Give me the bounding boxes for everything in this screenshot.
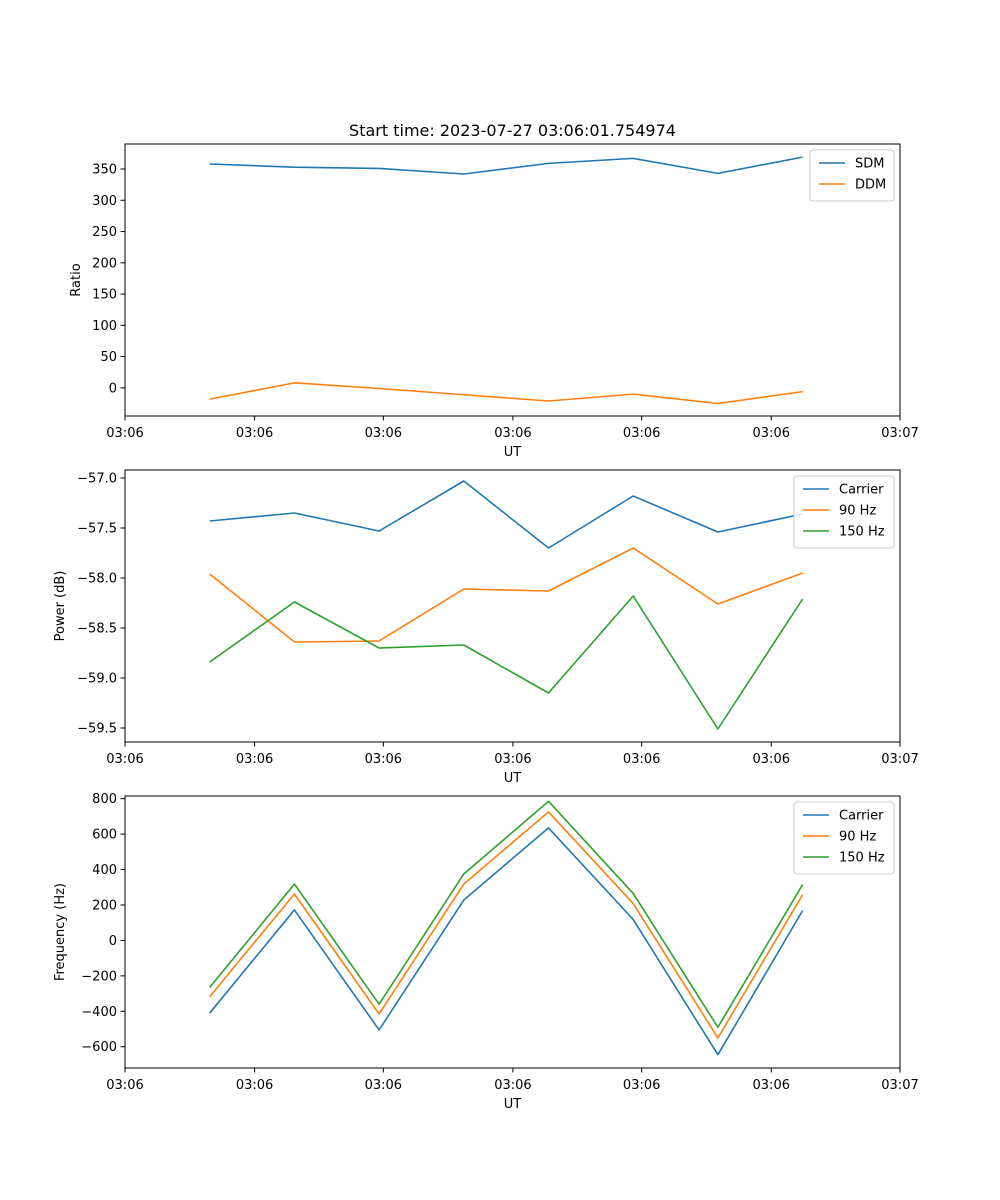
legend-label-sdm: SDM xyxy=(855,157,884,172)
x-tick-label: 03:06 xyxy=(365,1078,402,1093)
series-line-carrier xyxy=(209,480,803,549)
y-tick-label: −59.5 xyxy=(77,722,117,737)
legend: Carrier 90 Hz 150 Hz xyxy=(793,801,895,875)
y-tick-label: −57.5 xyxy=(77,522,117,537)
y-tick-label: 150 xyxy=(92,288,117,303)
axes-frame xyxy=(124,143,901,417)
legend-label-ddm: DDM xyxy=(855,178,886,193)
y-tick-label: −400 xyxy=(81,1005,117,1020)
x-tick-label: 03:06 xyxy=(106,752,143,767)
legend-label-150-hz: 150 Hz xyxy=(839,525,885,540)
x-tick-label: 03:06 xyxy=(623,752,660,767)
y-axis-label: Frequency (Hz) xyxy=(53,883,68,981)
series-line-90-hz xyxy=(209,547,803,643)
y-tick-label: 800 xyxy=(92,792,117,807)
y-tick-label: 200 xyxy=(92,898,117,913)
x-tick-label: 03:06 xyxy=(236,426,273,441)
x-axis-label: UT xyxy=(504,445,522,460)
x-axis-ticks: 03:06 03:06 03:06 03:06 03:06 03:06 03:07 xyxy=(106,1068,919,1093)
x-tick-label: 03:07 xyxy=(881,752,918,767)
legend-box xyxy=(793,801,895,875)
series-lines xyxy=(209,480,804,730)
y-axis-label: Power (dB) xyxy=(53,571,68,642)
y-tick-label: 600 xyxy=(92,828,117,843)
y-tick-label: 0 xyxy=(109,934,117,949)
legend-label-carrier: Carrier xyxy=(839,809,884,824)
x-tick-label: 03:06 xyxy=(753,752,790,767)
x-tick-label: 03:06 xyxy=(236,1078,273,1093)
legend: SDM DDM xyxy=(809,149,895,202)
axes-frame xyxy=(124,469,901,743)
y-tick-label: −200 xyxy=(81,969,117,984)
chart-2: 03:06 03:06 03:06 03:06 03:06 03:06 03:07 −59.5… xyxy=(53,469,919,786)
series-line-150-hz xyxy=(209,800,804,1029)
y-tick-label: 50 xyxy=(100,350,117,365)
y-tick-label: −58.0 xyxy=(77,572,117,587)
axes-frame xyxy=(124,795,901,1069)
y-tick-label: −600 xyxy=(81,1040,117,1055)
x-axis-label: UT xyxy=(504,1097,522,1112)
y-axis-label: Ratio xyxy=(69,263,84,296)
x-tick-label: 03:06 xyxy=(494,426,531,441)
series-line-ddm xyxy=(209,382,803,405)
x-tick-label: 03:06 xyxy=(753,1078,790,1093)
series-line-sdm xyxy=(209,156,803,175)
x-tick-label: 03:07 xyxy=(881,1078,918,1093)
y-tick-label: −58.5 xyxy=(77,622,117,637)
y-axis-ticks: −600 −400 −200 0 200 400 600 800 xyxy=(81,792,125,1055)
series-line-90-hz xyxy=(209,811,804,1039)
legend-box xyxy=(793,475,895,549)
x-tick-label: 03:06 xyxy=(494,1078,531,1093)
y-tick-label: 250 xyxy=(92,225,117,240)
x-axis-label: UT xyxy=(504,771,522,786)
legend-label-90-hz: 90 Hz xyxy=(839,830,876,845)
figure-title: Start time: 2023-07-27 03:06:01.754974 xyxy=(349,121,676,140)
y-tick-label: 350 xyxy=(92,163,117,178)
series-line-carrier xyxy=(209,827,804,1056)
x-axis-ticks: 03:06 03:06 03:06 03:06 03:06 03:06 03:07 xyxy=(106,742,919,767)
y-tick-label: 300 xyxy=(92,194,117,209)
y-tick-label: 100 xyxy=(92,319,117,334)
y-tick-label: 200 xyxy=(92,256,117,271)
chart-1: 03:06 03:06 03:06 03:06 03:06 03:06 03:07 0 50 10… xyxy=(69,143,919,460)
x-tick-label: 03:06 xyxy=(753,426,790,441)
x-tick-label: 03:07 xyxy=(881,426,918,441)
y-axis-ticks: 0 50 100 150 200 250 300 350 xyxy=(92,163,125,396)
legend-label-150-hz: 150 Hz xyxy=(839,851,885,866)
legend-label-90-hz: 90 Hz xyxy=(839,504,876,519)
series-line-150-hz xyxy=(209,595,804,730)
x-tick-label: 03:06 xyxy=(365,426,402,441)
series-lines xyxy=(209,800,804,1056)
legend-label-carrier: Carrier xyxy=(839,483,884,498)
chart-3: 03:06 03:06 03:06 03:06 03:06 03:06 03:07−600−… xyxy=(53,792,919,1112)
x-tick-label: 03:06 xyxy=(236,752,273,767)
x-tick-label: 03:06 xyxy=(623,1078,660,1093)
x-tick-label: 03:06 xyxy=(106,1078,143,1093)
y-tick-label: 400 xyxy=(92,863,117,878)
series-lines xyxy=(209,156,803,405)
y-tick-label: −57.0 xyxy=(77,472,117,487)
x-tick-label: 03:06 xyxy=(365,752,402,767)
y-axis-ticks: −59.5 −59.0 −58.5 −58.0 −57.5 −57.0 xyxy=(77,472,125,737)
x-tick-label: 03:06 xyxy=(494,752,531,767)
y-tick-label: −59.0 xyxy=(77,672,117,687)
x-tick-label: 03:06 xyxy=(623,426,660,441)
legend: Carrier 90 Hz 150 Hz xyxy=(793,475,895,549)
x-axis-ticks: 03:06 03:06 03:06 03:06 03:06 03:06 03:07 xyxy=(106,416,919,441)
y-tick-label: 0 xyxy=(109,381,117,396)
plots: 03:06 03:06 03:06 03:06 03:06 03:06 03:07 0 50 10… xyxy=(53,143,919,1112)
x-tick-label: 03:06 xyxy=(106,426,143,441)
